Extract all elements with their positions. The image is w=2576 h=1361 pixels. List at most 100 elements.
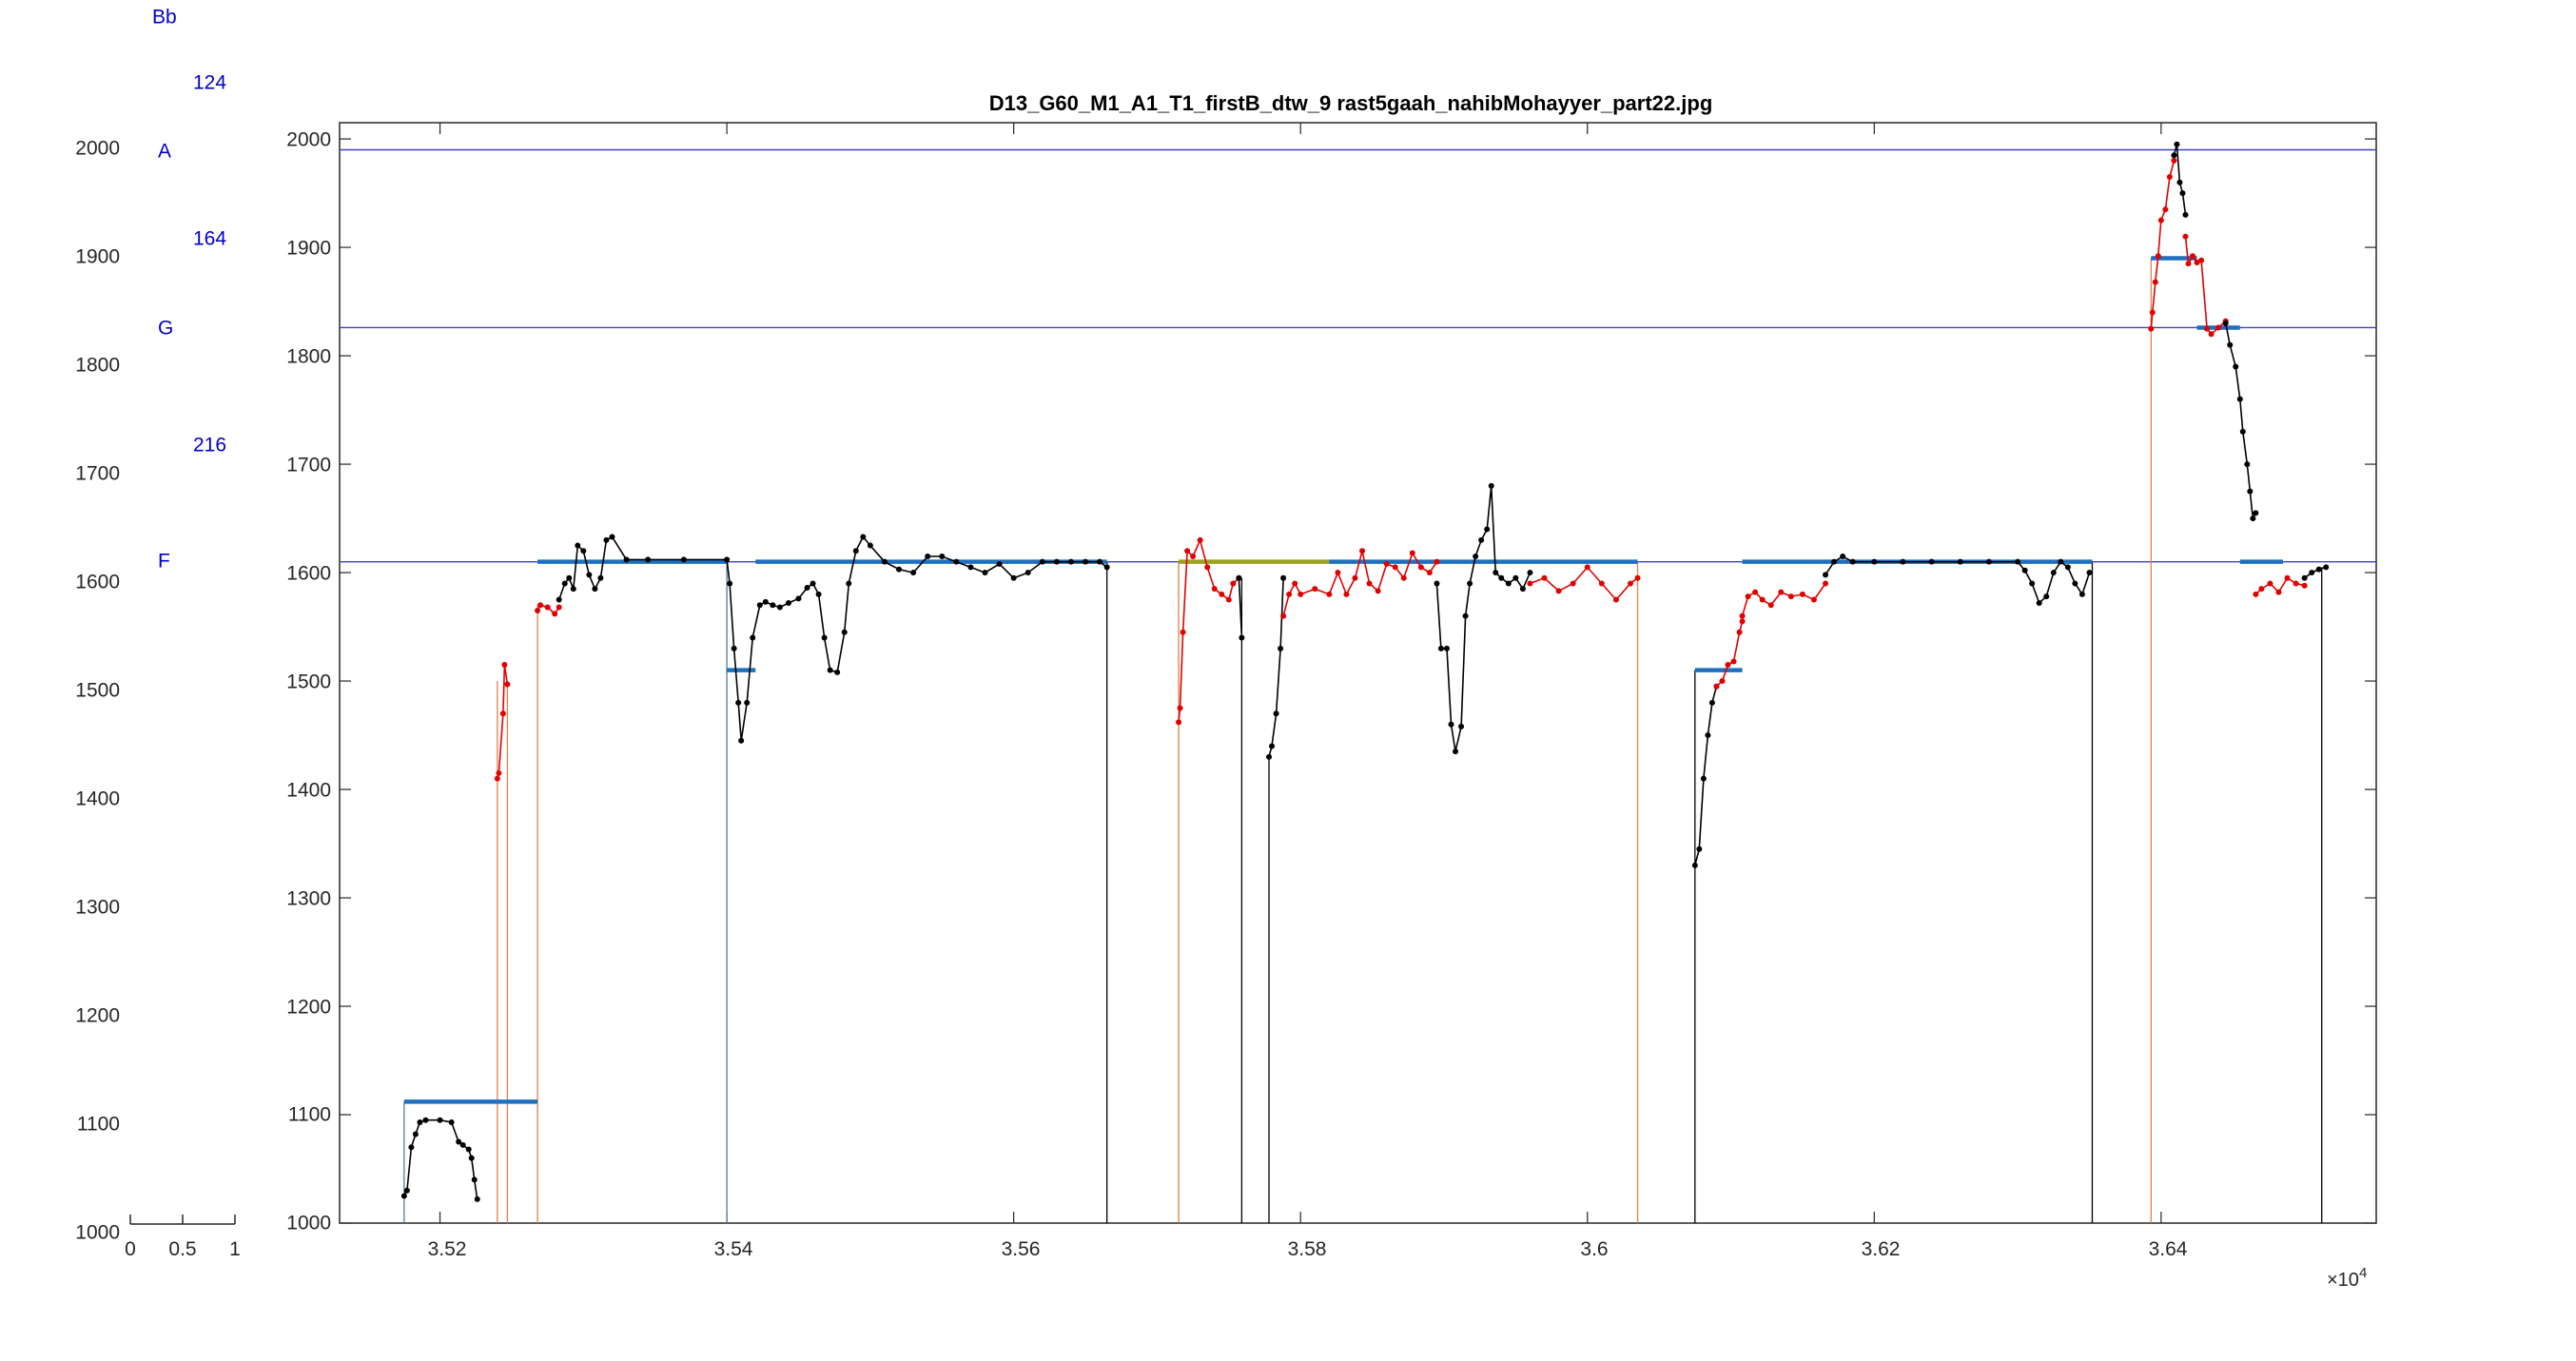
- pitch-point: [1039, 558, 1045, 565]
- left-y-tick-label: 1000: [75, 1222, 120, 1244]
- pitch-point: [2185, 261, 2192, 267]
- pitch-point: [1269, 743, 1276, 749]
- pitch-point: [1184, 548, 1191, 554]
- pitch-point: [821, 634, 828, 641]
- pitch-series-red: [1280, 548, 1440, 619]
- pitch-point: [1417, 564, 1424, 571]
- pitch-point: [1292, 580, 1298, 587]
- pitch-point: [756, 602, 763, 609]
- pitch-point: [1823, 580, 1829, 587]
- pitch-point: [680, 556, 687, 563]
- pitch-point: [2204, 325, 2211, 332]
- y-tick-label: 1400: [286, 780, 331, 802]
- pitch-point: [1097, 558, 1103, 565]
- left-y-tick-label: 1300: [75, 897, 120, 919]
- pitch-point: [810, 580, 816, 587]
- pitch-point: [2171, 152, 2177, 159]
- pitch-point: [2043, 593, 2050, 600]
- pitch-point: [1488, 482, 1494, 489]
- pitch-point: [1239, 634, 1245, 641]
- left-y-tick-label: 1100: [77, 1114, 120, 1136]
- pitch-point: [2064, 564, 2071, 571]
- pitch-point: [1280, 612, 1287, 619]
- pitch-series-black: [556, 534, 1110, 744]
- pitch-trace-line: [2304, 566, 2327, 579]
- pitch-series-red: [2148, 157, 2177, 332]
- pitch-point: [738, 737, 745, 744]
- pitch-point: [417, 1118, 423, 1125]
- pitch-point: [795, 595, 802, 602]
- pitch-point: [804, 585, 810, 592]
- pitch-point: [1612, 596, 1619, 603]
- pitch-point: [1236, 574, 1242, 581]
- pitch-point: [1498, 574, 1505, 581]
- pitch-point: [1719, 678, 1726, 685]
- pitch-point: [1280, 574, 1287, 581]
- pitch-point: [603, 536, 610, 543]
- pitch-point: [1739, 618, 1746, 625]
- pitch-point: [2323, 564, 2330, 571]
- pitch-point: [770, 602, 776, 609]
- pitch-point: [1928, 558, 1935, 565]
- pitch-point: [1691, 862, 1698, 868]
- pitch-point: [925, 553, 931, 559]
- x-exponent-power: 4: [2359, 1265, 2367, 1281]
- x-tick-label: 3.56: [1002, 1238, 1041, 1260]
- pitch-point: [1767, 602, 1774, 609]
- pitch-point: [785, 599, 791, 606]
- pitch-point: [501, 661, 508, 668]
- pitch-point: [1366, 580, 1373, 587]
- pitch-point: [2194, 260, 2200, 266]
- pitch-point: [580, 548, 587, 554]
- pitch-point: [2284, 574, 2291, 581]
- pitch-point: [1343, 591, 1350, 597]
- pitch-point: [2315, 566, 2322, 573]
- pitch-point: [2227, 341, 2234, 348]
- pitch-point: [544, 604, 551, 611]
- pitch-point: [1326, 591, 1333, 597]
- pitch-point: [471, 1176, 478, 1183]
- pitch-point: [1555, 588, 1562, 594]
- pitch-point: [412, 1131, 419, 1137]
- pitch-series-black: [1266, 574, 1287, 760]
- pitch-point: [2182, 211, 2189, 218]
- pitch-point: [592, 586, 598, 593]
- pitch-point: [1434, 558, 1440, 565]
- pitch-point: [2148, 325, 2155, 332]
- pitch-point: [1434, 580, 1440, 587]
- pitch-point: [465, 1146, 472, 1153]
- pitch-trace-line: [1238, 577, 1243, 638]
- note-label-f: F: [158, 551, 170, 573]
- pitch-point: [1266, 753, 1273, 760]
- pitch-point: [597, 574, 604, 581]
- note-label-bb: Bb: [152, 7, 177, 29]
- pitch-point: [552, 611, 558, 617]
- left-y-tick-label: 1800: [75, 355, 120, 377]
- pitch-trace-line: [2150, 160, 2176, 329]
- pitch-point: [982, 570, 988, 576]
- pitch-point: [1512, 574, 1519, 581]
- pitch-point: [1409, 550, 1415, 556]
- pitch-point: [456, 1138, 462, 1145]
- pitch-point: [556, 604, 562, 611]
- pitch-point: [1778, 589, 1785, 595]
- pitch-point: [846, 580, 852, 587]
- pitch-point: [1505, 580, 1512, 587]
- pitch-point: [1286, 591, 1293, 597]
- left-y-tick-label: 1200: [75, 1005, 120, 1027]
- pitch-point: [1634, 574, 1641, 581]
- pitch-point: [1570, 580, 1576, 587]
- pitch-point: [2253, 591, 2259, 597]
- x-tick-label: 3.62: [1862, 1238, 1901, 1260]
- pitch-point: [499, 710, 506, 717]
- pitch-point: [1484, 526, 1491, 533]
- pitch-point: [2236, 396, 2243, 402]
- pitch-point: [776, 604, 783, 611]
- y-tick-labels: 1000 1100 1200 1300 1400 1500 1600 1700 …: [286, 129, 331, 1235]
- pitch-point: [2208, 331, 2215, 338]
- pitch-point: [996, 560, 1003, 567]
- pitch-point: [535, 607, 541, 613]
- left-y-tick-label: 2000: [75, 138, 120, 160]
- pitch-point: [459, 1141, 466, 1148]
- note-interval-124: 124: [193, 72, 226, 94]
